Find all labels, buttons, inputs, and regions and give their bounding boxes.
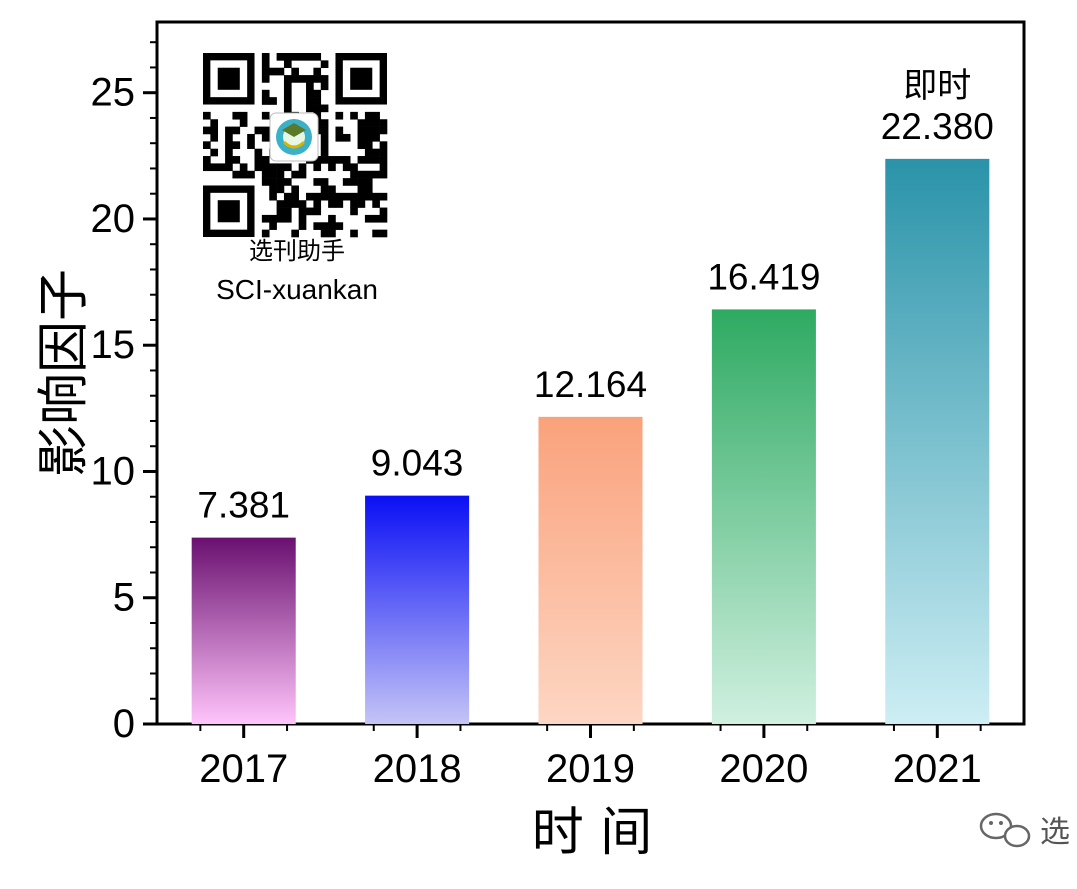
y-tick-label: 20 [91, 197, 136, 241]
bar-value-label: 7.381 [197, 485, 290, 526]
bar [711, 309, 816, 724]
x-tick-label: 2018 [373, 747, 462, 791]
x-tick-label: 2020 [719, 747, 808, 791]
bar-value-label: 16.419 [707, 256, 820, 297]
bar [885, 158, 990, 724]
bar [191, 537, 296, 724]
x-tick-label: 2017 [199, 747, 288, 791]
x-tick-label: 2021 [893, 747, 982, 791]
y-tick-label: 0 [113, 702, 135, 746]
bar-annotation: 即时 [903, 66, 971, 106]
qr-label-en: SCI-xuankan [216, 274, 378, 305]
x-axis-title: 时 间 [532, 803, 653, 863]
y-axis: 0 5 10 15 20 25 [91, 41, 157, 746]
y-tick-label: 5 [113, 576, 135, 620]
y-tick-label: 10 [91, 449, 136, 493]
qr-code-icon [203, 53, 388, 238]
bar-value-label: 12.164 [534, 364, 647, 405]
y-tick-label: 15 [91, 323, 136, 367]
qr-center-logo-icon [269, 112, 319, 162]
bar [365, 495, 470, 724]
watermark-text: 选 [1040, 815, 1070, 850]
y-axis-title: 影响因子 [35, 269, 95, 477]
x-axis: 2017 2018 2019 2020 2021 [199, 724, 982, 791]
watermark: 选 [979, 812, 1070, 850]
y-tick-label: 25 [91, 71, 136, 115]
bar-value-label: 9.043 [371, 443, 464, 484]
bar-value-label: 22.380 [881, 106, 994, 147]
bar [538, 416, 643, 724]
x-tick-label: 2019 [546, 747, 635, 791]
qr-code-block: 选刊助手 SCI-xuankan [203, 53, 388, 305]
qr-label-cn: 选刊助手 [249, 237, 345, 265]
wechat-icon [979, 812, 1031, 848]
